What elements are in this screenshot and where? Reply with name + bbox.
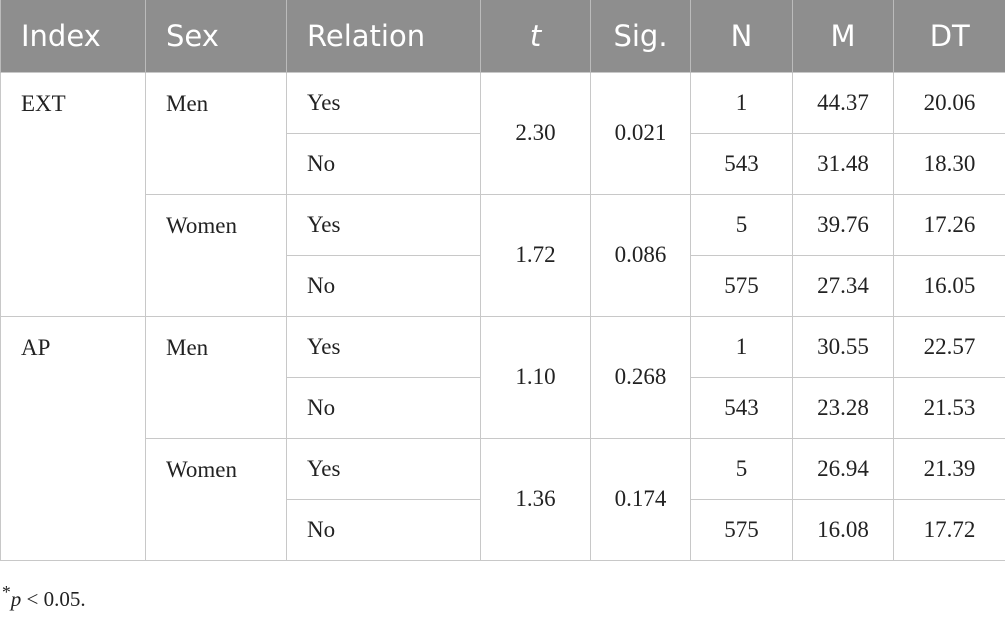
- footnote-symbol: p: [10, 587, 22, 611]
- sig-cell: 0.086: [590, 193, 691, 317]
- n-cell: 5: [690, 193, 793, 256]
- relation-cell: Yes: [286, 71, 481, 134]
- table-row: Women Yes 1.72 0.086 5 39.76 17.26: [1, 193, 1005, 317]
- dt-cell: 21.53: [893, 376, 1005, 439]
- dt-cell: 20.06: [893, 71, 1005, 134]
- relation-cell: Yes: [286, 193, 481, 256]
- header-cell: Relation: [286, 0, 481, 72]
- sig-cell: 0.021: [590, 71, 691, 195]
- dt-cell: 17.72: [893, 498, 1005, 561]
- table-body: EXT Men Yes 2.30 0.021 1 44.37 20.06 No 543 31.48 1…: [0, 71, 1005, 561]
- table-row: No 543 23.28 21.53: [1, 376, 1005, 439]
- m-cell: 16.08: [792, 498, 894, 561]
- m-cell: 31.48: [792, 132, 894, 195]
- footnote: *p < 0.05.: [2, 582, 86, 612]
- n-cell: 1: [690, 315, 793, 378]
- t-cell: 1.10: [480, 315, 591, 439]
- dt-cell: 16.05: [893, 254, 1005, 317]
- table-row: No 575 16.08 17.72: [1, 498, 1005, 561]
- footnote-text: < 0.05.: [26, 587, 86, 611]
- header-cell: Index: [0, 0, 146, 72]
- table-row: No 575 27.34 16.05: [1, 254, 1005, 317]
- t-cell: 1.36: [480, 437, 591, 561]
- relation-cell: No: [286, 254, 481, 317]
- relation-cell: No: [286, 132, 481, 195]
- header-cell: t: [480, 0, 591, 72]
- n-cell: 575: [690, 498, 793, 561]
- sig-cell: 0.174: [590, 437, 691, 561]
- sex-cell: Men: [145, 71, 287, 195]
- n-cell: 543: [690, 376, 793, 439]
- t-cell: 2.30: [480, 71, 591, 195]
- m-cell: 23.28: [792, 376, 894, 439]
- header-cell: Sig.: [590, 0, 691, 72]
- relation-cell: No: [286, 498, 481, 561]
- t-cell: 1.72: [480, 193, 591, 317]
- dt-cell: 18.30: [893, 132, 1005, 195]
- data-table: Index Sex Relation t Sig. N M DT EXT Men Yes 2.30 0…: [0, 0, 1005, 561]
- n-cell: 5: [690, 437, 793, 500]
- dt-cell: 22.57: [893, 315, 1005, 378]
- relation-cell: Yes: [286, 315, 481, 378]
- table-row: AP Men Yes 1.10 0.268 1 30.55 22.57: [0, 315, 1005, 561]
- relation-cell: No: [286, 376, 481, 439]
- m-cell: 27.34: [792, 254, 894, 317]
- n-cell: 543: [690, 132, 793, 195]
- table-row: Women Yes 1.36 0.174 5 26.94 21.39: [1, 437, 1005, 561]
- index-cell: AP: [0, 315, 146, 561]
- sex-cell: Men: [145, 315, 287, 439]
- header-cell: Sex: [145, 0, 287, 72]
- dt-cell: 17.26: [893, 193, 1005, 256]
- sig-cell: 0.268: [590, 315, 691, 439]
- header-cell: M: [792, 0, 894, 72]
- m-cell: 26.94: [792, 437, 894, 500]
- table-row: EXT Men Yes 2.30 0.021 1 44.37 20.06: [0, 71, 1005, 317]
- index-cell: EXT: [0, 71, 146, 317]
- header-row: Index Sex Relation t Sig. N M DT: [0, 0, 1005, 72]
- m-cell: 44.37: [792, 71, 894, 134]
- header-cell: N: [690, 0, 793, 72]
- m-cell: 30.55: [792, 315, 894, 378]
- relation-cell: Yes: [286, 437, 481, 500]
- n-cell: 1: [690, 71, 793, 134]
- footnote-marker: *: [2, 582, 11, 602]
- n-cell: 575: [690, 254, 793, 317]
- dt-cell: 21.39: [893, 437, 1005, 500]
- sex-cell: Women: [145, 193, 287, 317]
- sex-cell: Women: [145, 437, 287, 561]
- header-cell: DT: [893, 0, 1005, 72]
- m-cell: 39.76: [792, 193, 894, 256]
